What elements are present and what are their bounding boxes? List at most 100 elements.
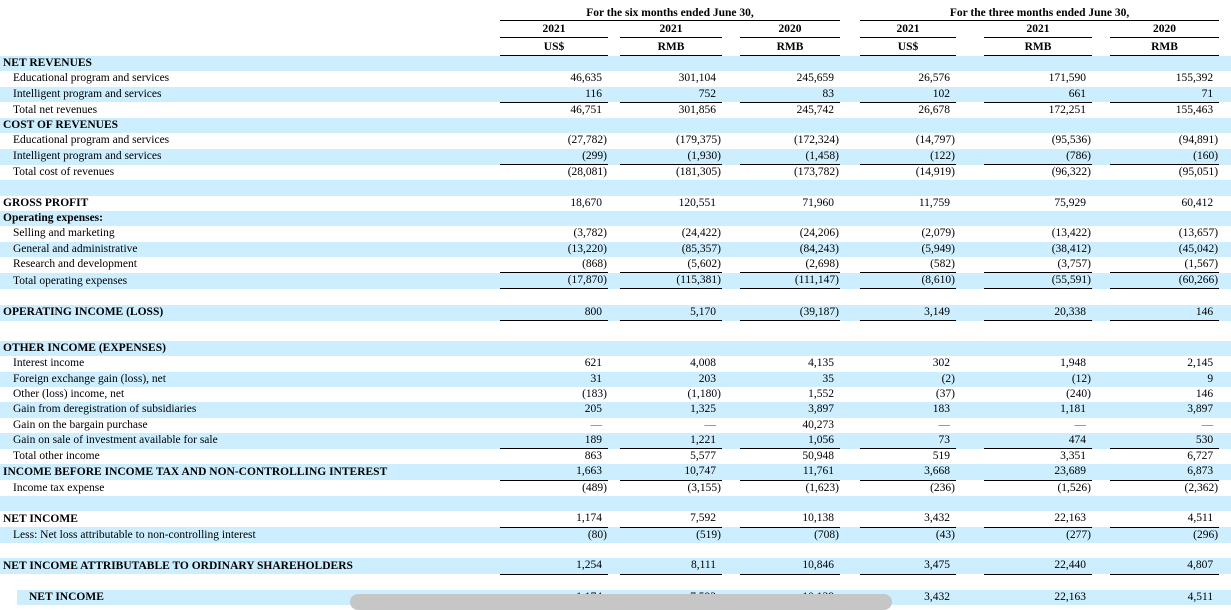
value-cell: (84,243)	[740, 241, 841, 257]
value-cell: 301,104	[678, 72, 716, 85]
spacer-cell	[0, 289, 1231, 305]
column-gap	[956, 371, 985, 387]
group-gap	[840, 558, 861, 574]
value-cell: 116	[500, 86, 608, 103]
row-label: Income tax expense	[13, 481, 105, 494]
group-gap	[840, 71, 860, 86]
value-cell: (1,180)	[687, 387, 721, 400]
value-cell: (80)	[500, 527, 608, 543]
value-cell: 863	[584, 450, 602, 463]
column-gap	[956, 418, 984, 433]
column-gap	[956, 21, 984, 38]
value-cell: 23,689	[984, 464, 1093, 481]
value-cell: (1,526)	[1057, 481, 1092, 494]
value-cell: (183)	[582, 387, 607, 400]
value-cell: 245,659	[796, 72, 835, 85]
header-filler	[1219, 21, 1231, 38]
value-cell: 1,552	[808, 387, 835, 400]
group-gap	[840, 432, 861, 449]
row-label: Intelligent program and services	[0, 86, 500, 103]
row-label: Less: Net loss attributable to non-contr…	[0, 527, 500, 543]
value-cell: 5,577	[690, 450, 716, 463]
spacer-cell	[0, 321, 1231, 342]
value-cell: (45,042)	[1110, 241, 1220, 257]
column-gap	[956, 511, 984, 527]
column-gap	[1092, 589, 1111, 606]
table-row: Selling and marketing (3,782) (24,422) (24,…	[0, 226, 1231, 241]
column-gap	[722, 226, 740, 241]
table-row: Total net revenues 46,751 301,856 245,742 26…	[0, 102, 1231, 118]
value-cell: 8,111	[620, 558, 722, 575]
row-filler	[1219, 118, 1231, 134]
column-gap	[1092, 387, 1110, 402]
six-months-group-header: For the six months ended June 30,	[500, 6, 841, 21]
value-cell: (27,782)	[567, 134, 607, 147]
table-row: NET REVENUES	[0, 55, 1231, 72]
column-gap	[956, 257, 984, 273]
value-cell: (3,155)	[687, 481, 721, 494]
column-gap	[722, 133, 740, 148]
column-gap	[608, 257, 620, 273]
column-gap	[1092, 356, 1110, 371]
column-gap	[1092, 226, 1110, 241]
group-gap	[840, 86, 861, 103]
column-gap	[1092, 432, 1111, 449]
value-cell: —	[1201, 418, 1214, 431]
group-gap	[840, 6, 860, 21]
column-gap	[608, 71, 620, 86]
column-gap	[608, 511, 620, 527]
value-cell: (2,362)	[1184, 481, 1219, 494]
table-row: Interest income 621 4,008 4,135 302 1,948 2,14…	[0, 356, 1231, 371]
value-cell	[500, 341, 608, 357]
value-cell: (299)	[500, 148, 608, 166]
column-gap	[1092, 511, 1110, 527]
row-label: NET INCOME	[3, 512, 78, 525]
table-row: GROSS PROFIT 18,670 120,551 71,960 11,759 75,…	[0, 196, 1231, 211]
column-gap	[1092, 38, 1110, 56]
column-gap	[1092, 133, 1110, 148]
column-gap	[608, 432, 620, 449]
column-gap	[1092, 371, 1111, 387]
column-gap	[1092, 341, 1111, 357]
column-gap	[956, 102, 984, 118]
column-gap	[722, 449, 740, 465]
column-gap	[722, 272, 740, 289]
row-label: Other (loss) income, net	[13, 387, 125, 400]
column-gap	[1092, 480, 1110, 496]
income-statement-table: For the six months ended June 30, For th…	[0, 6, 1231, 606]
row-label: Gain on the bargain purchase	[13, 418, 148, 431]
value-cell: (43)	[860, 527, 957, 543]
spacer-cell	[0, 543, 1231, 558]
column-gap	[956, 38, 984, 56]
value-cell	[740, 210, 841, 227]
column-gap	[722, 102, 740, 118]
value-cell: 205	[500, 402, 608, 418]
column-gap	[1092, 464, 1111, 481]
column-gap	[956, 304, 985, 321]
row-filler	[1219, 387, 1231, 402]
column-gap	[722, 511, 740, 527]
value-cell: (85,357)	[620, 241, 722, 257]
value-cell: (13,422)	[1051, 227, 1092, 240]
spacer-cell	[0, 574, 1231, 590]
value-cell: 621	[584, 357, 602, 370]
value-cell	[620, 341, 722, 357]
value-cell: 4,511	[1110, 511, 1220, 528]
value-cell: 9	[1110, 371, 1220, 387]
value-cell	[1110, 210, 1220, 227]
spacer-row	[0, 574, 1231, 590]
column-gap	[1092, 71, 1110, 86]
year-header: 2021	[500, 20, 608, 38]
bottom-scrollbar-thumb[interactable]	[350, 594, 892, 610]
column-gap	[608, 272, 620, 289]
value-cell: (786)	[984, 148, 1093, 166]
column-gap	[608, 165, 620, 181]
value-cell	[620, 118, 722, 134]
value-cell: 3,475	[860, 558, 957, 575]
currency-header-row: US$ RMB RMB US$ RMB RMB	[0, 37, 1231, 56]
value-cell: (519)	[620, 527, 722, 543]
column-gap	[1092, 527, 1111, 543]
column-gap	[608, 464, 620, 481]
column-gap	[722, 118, 740, 134]
value-cell: 50,948	[802, 450, 835, 463]
